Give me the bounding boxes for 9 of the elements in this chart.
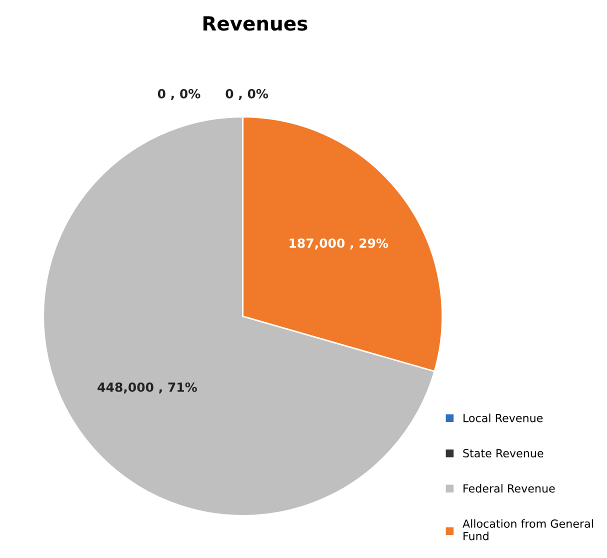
chart-title: Revenues [203,16,308,31]
text: 0 , 0% [158,88,200,100]
legend-label: Allocation from General Fund [462,519,593,540]
legend-label: Federal Revenue [464,484,555,493]
legend-label: State Revenue [463,449,544,458]
legend-label: Local Revenue [464,414,543,422]
data-label: 448,000 , 71% [98,382,197,394]
text: 0 , 0% [226,88,268,100]
data-label: 187,000 , 29% [290,238,388,250]
